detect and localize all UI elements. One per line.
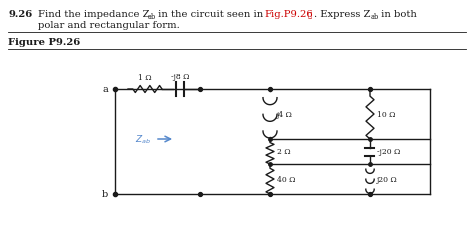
Text: polar and rectangular form.: polar and rectangular form. bbox=[38, 21, 180, 30]
Text: 10 Ω: 10 Ω bbox=[377, 110, 395, 119]
Text: 9.26: 9.26 bbox=[8, 10, 32, 19]
Text: -j8 Ω: -j8 Ω bbox=[171, 73, 189, 81]
Text: in the circuit seen in: in the circuit seen in bbox=[155, 10, 266, 19]
Text: 40 Ω: 40 Ω bbox=[277, 175, 295, 183]
Text: . Express Z: . Express Z bbox=[314, 10, 371, 19]
Text: Find the impedance Z: Find the impedance Z bbox=[38, 10, 150, 19]
Text: a: a bbox=[102, 85, 108, 94]
Text: Figure P9.26: Figure P9.26 bbox=[8, 38, 80, 47]
Text: 1 Ω: 1 Ω bbox=[138, 74, 152, 82]
Text: $Z_{ab}$: $Z_{ab}$ bbox=[135, 133, 151, 146]
Text: 2 Ω: 2 Ω bbox=[277, 148, 291, 156]
Text: ⓣ: ⓣ bbox=[308, 10, 312, 18]
Text: j20 Ω: j20 Ω bbox=[377, 175, 398, 183]
Text: b: b bbox=[102, 190, 108, 199]
Text: ab: ab bbox=[371, 13, 379, 21]
Text: ab: ab bbox=[148, 13, 156, 21]
Text: j4 Ω: j4 Ω bbox=[277, 110, 293, 119]
Text: Fig.P9.26: Fig.P9.26 bbox=[264, 10, 313, 19]
Text: in both: in both bbox=[378, 10, 417, 19]
Text: -j20 Ω: -j20 Ω bbox=[377, 148, 401, 156]
